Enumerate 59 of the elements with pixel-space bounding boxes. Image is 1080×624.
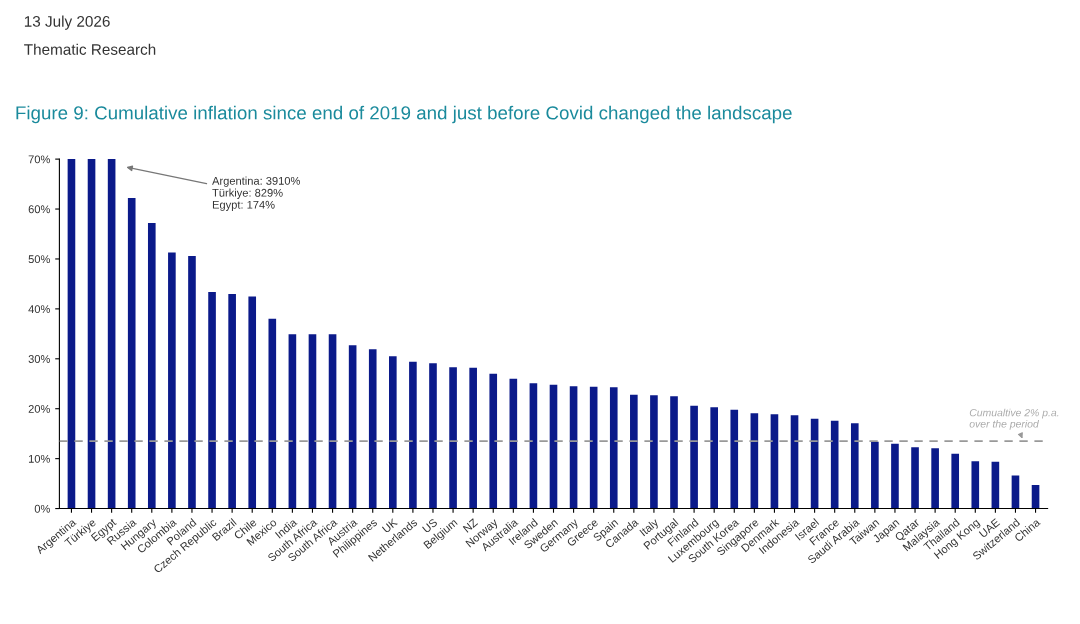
text: Thematic Research [24, 43, 156, 55]
bar [991, 461, 1000, 509]
bar [147, 223, 156, 509]
y-tick-label: 30% [28, 355, 50, 363]
bar [268, 318, 277, 509]
bar [188, 255, 196, 509]
bar [1031, 485, 1040, 509]
bar [87, 159, 96, 509]
bar [790, 415, 799, 509]
bar [710, 407, 718, 509]
bar [730, 409, 739, 509]
bar [770, 414, 779, 509]
y-tick-label: 70% [28, 155, 50, 164]
bar [931, 448, 939, 509]
bar [449, 367, 457, 509]
bar [489, 373, 498, 509]
ref-line-label: Cumualtive 2% p.a. over the period [969, 408, 1059, 430]
annotation: Argentina: 3910% Türkiye: 829% Egypt: 174% [212, 176, 300, 211]
bar [208, 291, 216, 509]
bar [168, 252, 176, 509]
bar [911, 447, 919, 509]
bar [871, 441, 879, 509]
bar [609, 387, 618, 509]
y-tick-label: 10% [28, 454, 50, 463]
bar [630, 394, 638, 509]
bar [830, 420, 839, 509]
bar [670, 396, 678, 509]
y-tick-label: 0% [34, 504, 50, 513]
bar [328, 334, 337, 509]
y-tick-label: 60% [28, 205, 50, 214]
bar [891, 443, 899, 509]
bar [107, 159, 116, 509]
bar [650, 395, 658, 509]
bar [67, 159, 76, 509]
bar [368, 349, 377, 509]
bar [971, 461, 980, 509]
text: 13 July 2026 [24, 15, 110, 30]
bar [308, 334, 317, 509]
bar [690, 405, 698, 509]
bar [409, 361, 417, 509]
y-tick-label: 50% [28, 255, 50, 264]
y-tick-label: 40% [28, 305, 50, 314]
bar [389, 356, 397, 509]
bar [127, 198, 136, 509]
chart-title: Figure 9: Cumulative inflation since end of 2019 and just before Covid changed the landscape [16, 105, 792, 124]
y-tick-label: 20% [28, 404, 50, 413]
bar [469, 367, 477, 509]
bar [589, 386, 598, 509]
bar [429, 363, 437, 509]
bar [348, 345, 357, 509]
bar [951, 453, 960, 509]
bar [248, 296, 257, 509]
bar [228, 293, 236, 509]
bar [509, 378, 518, 509]
bar [529, 383, 538, 509]
bar [569, 386, 578, 509]
bar [288, 334, 297, 509]
bar [850, 423, 859, 509]
bar [549, 384, 558, 509]
